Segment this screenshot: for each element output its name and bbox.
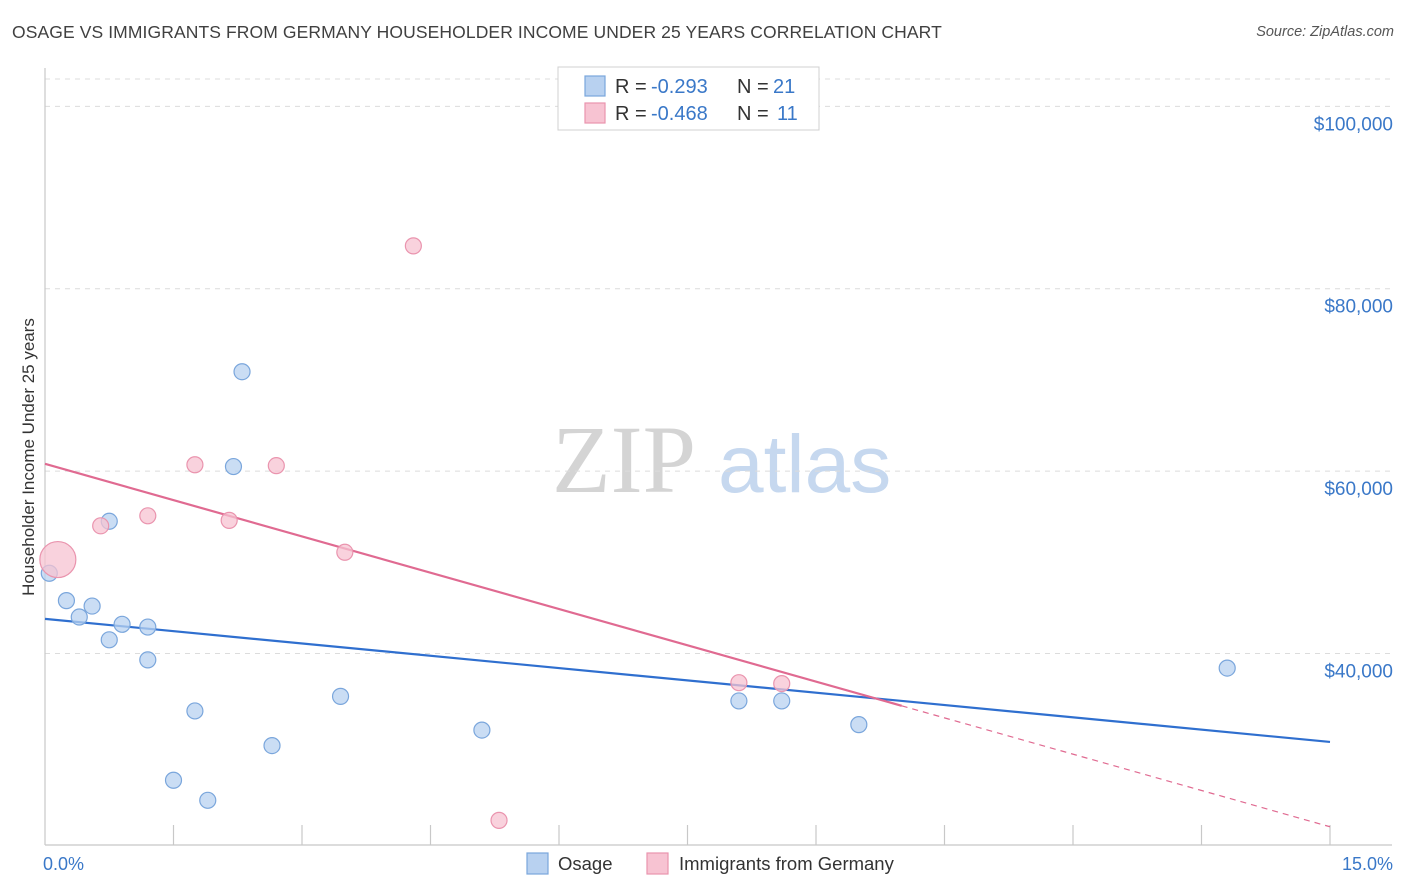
data-point-osage: [730, 692, 748, 710]
data-point-osage: [850, 716, 868, 734]
legend-swatch-osage: [584, 75, 606, 97]
data-point-osage: [139, 651, 157, 669]
data-point-osage: [70, 608, 88, 626]
y-tick-label: $60,000: [1324, 479, 1393, 500]
legend-bottom-swatch-osage: [526, 852, 549, 875]
correlation-legend: R = -0.293 N = 21 R = -0.468 N = 11: [557, 66, 820, 131]
trend-line-germany: [44, 462, 902, 707]
legend-n-value-osage: 21: [773, 76, 795, 98]
data-point-osage: [57, 592, 76, 610]
watermark: ZIP atlas: [552, 406, 891, 513]
data-point-osage: [100, 631, 118, 649]
data-point-osage: [263, 737, 281, 755]
watermark-zip: ZIP: [552, 406, 696, 513]
data-point-osage: [164, 771, 183, 789]
data-point-germany: [186, 456, 204, 474]
data-points: [39, 237, 1236, 829]
data-point-osage: [331, 687, 350, 705]
data-point-osage: [1218, 659, 1236, 677]
y-axis-label: Householder Income Under 25 years: [19, 318, 38, 596]
data-point-osage: [224, 457, 243, 476]
axes: [44, 68, 1392, 846]
legend-bottom-label-osage: Osage: [558, 853, 613, 874]
y-tick-label: $40,000: [1324, 662, 1393, 683]
y-tick-label: $100,000: [1314, 114, 1393, 135]
legend-r-value-germany: -0.468: [651, 103, 708, 125]
legend-r-label-germany: R =: [615, 103, 647, 125]
data-point-osage: [83, 597, 101, 615]
data-point-osage: [139, 618, 157, 636]
data-point-germany: [730, 674, 748, 692]
trend-line-extension-germany: [901, 705, 1331, 828]
data-point-germany: [404, 237, 422, 255]
data-point-osage: [199, 791, 217, 809]
data-point-germany: [267, 457, 285, 475]
legend-n-value-germany: 11: [777, 103, 798, 125]
data-point-osage: [113, 615, 131, 633]
data-point-germany: [490, 811, 508, 829]
legend-bottom-swatch-germany: [646, 852, 669, 875]
y-tick-label: $80,000: [1324, 297, 1393, 318]
data-point-osage: [186, 702, 204, 720]
legend-swatch-germany: [584, 102, 606, 124]
x-tick-label: 0.0%: [43, 854, 84, 874]
trend-lines: [44, 462, 1331, 828]
data-point-germany: [220, 511, 238, 529]
data-point-germany: [92, 517, 110, 535]
source-label: Source: ZipAtlas.com: [1256, 24, 1394, 40]
chart-title: OSAGE VS IMMIGRANTS FROM GERMANY HOUSEHO…: [12, 22, 942, 42]
series-legend: Osage Immigrants from Germany: [526, 852, 895, 875]
data-point-germany: [336, 543, 354, 561]
data-point-osage: [773, 692, 791, 710]
legend-r-label-osage: R =: [615, 76, 647, 98]
legend-r-value-osage: -0.293: [651, 76, 708, 98]
data-point-germany: [39, 540, 77, 579]
legend-n-label-germany: N =: [737, 103, 769, 125]
data-point-germany: [139, 507, 157, 525]
x-tick-label: 15.0%: [1342, 854, 1393, 874]
trend-line-osage: [44, 617, 1331, 744]
legend-n-label-osage: N =: [737, 76, 769, 98]
data-point-germany: [773, 674, 791, 693]
watermark-atlas: atlas: [718, 419, 891, 510]
legend-bottom-label-germany: Immigrants from Germany: [679, 853, 895, 874]
tick-labels: $40,000 $60,000 $80,000 $100,000 0.0% 15.0%: [43, 114, 1393, 874]
data-point-osage: [233, 363, 251, 381]
data-point-osage: [473, 721, 491, 739]
